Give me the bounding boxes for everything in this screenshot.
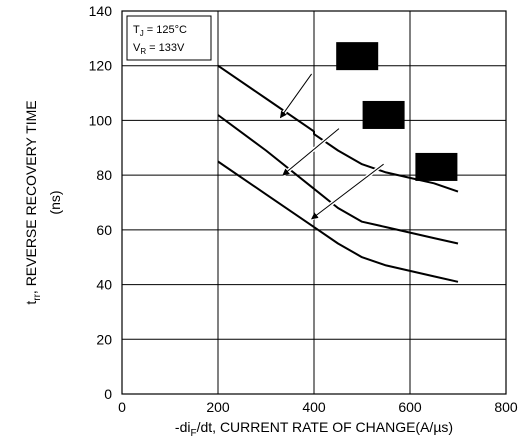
x-tick-label: 200 xyxy=(206,399,230,415)
y-title-main: t xyxy=(23,301,39,305)
y-axis-title: trr, REVERSE RECOVERY TIME xyxy=(23,100,43,304)
legend-line-vr: VR = 133V xyxy=(133,42,185,56)
y-tick-label: 20 xyxy=(96,331,112,347)
y-axis-unit: (ns) xyxy=(47,190,63,214)
x-tick-label: 800 xyxy=(494,399,518,415)
annotation-arrow-2 xyxy=(282,128,340,176)
legend-box: TJ = 125°C VR = 133V xyxy=(126,15,212,61)
x-tick-label: 0 xyxy=(118,399,126,415)
x-tick-label: 600 xyxy=(398,399,422,415)
y-tick-label: 40 xyxy=(96,277,112,293)
x-title-sub: F xyxy=(190,428,196,439)
legend-tj-sub: J xyxy=(140,29,144,38)
y-tick-label: 0 xyxy=(104,386,112,402)
legend-tj-rest: = 125°C xyxy=(144,24,187,36)
y-tick-label: 120 xyxy=(89,58,113,74)
x-title-main: -di xyxy=(175,419,191,435)
series-line-3 xyxy=(217,160,459,283)
legend-line-tj: TJ = 125°C xyxy=(133,24,187,38)
y-tick-label: 100 xyxy=(89,112,113,128)
legend-vr-main: V xyxy=(133,42,141,54)
grid-lines xyxy=(121,10,507,395)
series-line-2 xyxy=(217,114,459,245)
y-tick-label: 140 xyxy=(89,3,113,19)
annotation-box-2 xyxy=(362,100,405,129)
annotation-arrow-1 xyxy=(279,73,313,119)
annotation-box-1 xyxy=(336,42,379,71)
x-axis-title: -diF/dt, CURRENT RATE OF CHANGE(A/µs) xyxy=(175,419,453,439)
legend-frame xyxy=(126,15,212,61)
plot-frame xyxy=(121,10,507,395)
y-tick-label: 80 xyxy=(96,167,112,183)
y-title-rest: , REVERSE RECOVERY TIME xyxy=(23,100,39,294)
annotation-box-3 xyxy=(415,152,458,181)
tick-labels: 0 200 400 600 800 0 20 40 60 80 100 120 140 xyxy=(89,3,518,415)
annotations xyxy=(278,42,458,221)
annotation-arrow-3 xyxy=(311,163,384,220)
x-tick-label: 400 xyxy=(302,399,326,415)
x-title-rest: /dt, CURRENT RATE OF CHANGE(A/µs) xyxy=(197,419,453,435)
y-tick-label: 60 xyxy=(96,222,112,238)
y-title-sub: rr xyxy=(32,293,43,300)
legend-tj-main: T xyxy=(133,24,140,36)
legend-vr-rest: = 133V xyxy=(146,42,185,54)
legend-vr-sub: R xyxy=(140,47,146,56)
